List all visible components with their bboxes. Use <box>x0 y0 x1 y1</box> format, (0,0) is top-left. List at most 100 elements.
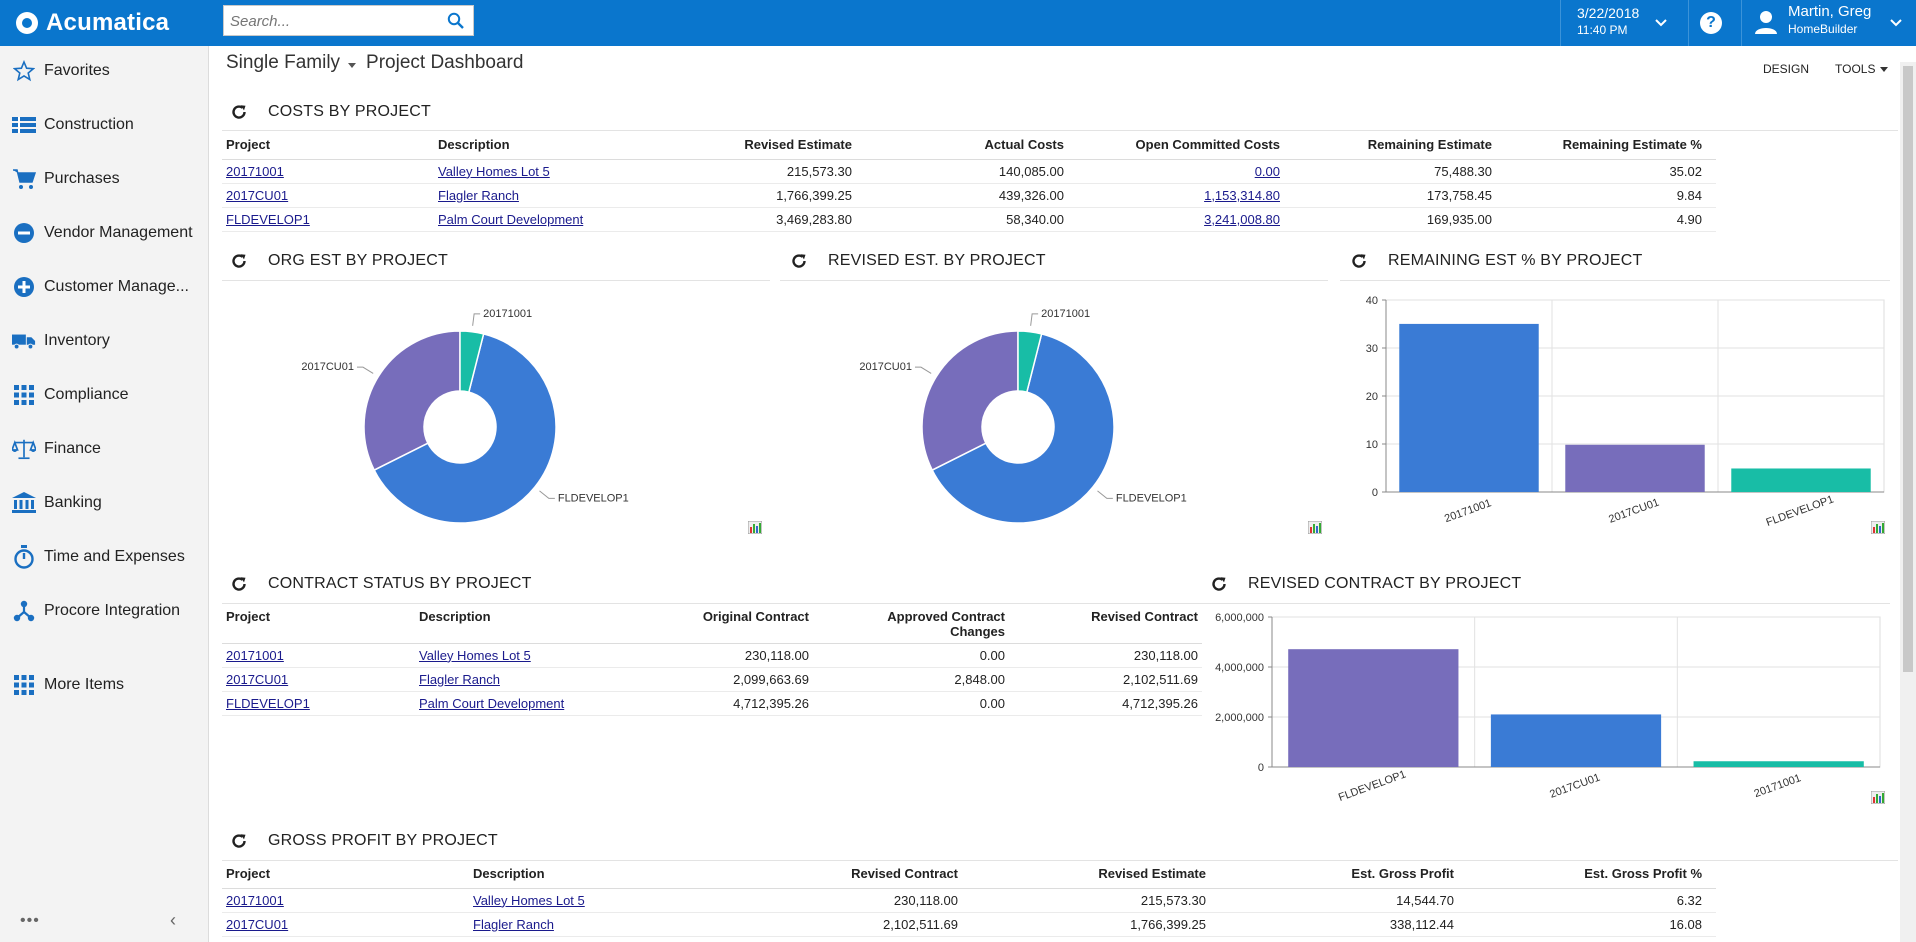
acumatica-logo[interactable]: Acumatica <box>16 7 169 39</box>
business-date-selector[interactable]: 3/22/2018 11:40 PM <box>1561 0 1686 46</box>
collapse-sidebar-icon[interactable]: ‹ <box>170 910 176 930</box>
bar[interactable] <box>1490 714 1662 767</box>
column-header[interactable]: Description <box>434 131 640 160</box>
sidebar-item-procore-integration[interactable]: Procore Integration <box>0 589 208 633</box>
y-tick-label: 2,000,000 <box>1215 712 1264 724</box>
project-link[interactable]: 20171001 <box>226 163 284 179</box>
description-link[interactable]: Palm Court Development <box>438 211 584 227</box>
refresh-icon[interactable] <box>230 575 248 593</box>
project-link[interactable]: FLDEVELOP1 <box>226 695 310 711</box>
bar[interactable] <box>1565 444 1705 492</box>
x-tick-label: 20171001 <box>1443 497 1493 525</box>
sidebar-item-inventory[interactable]: Inventory <box>0 319 208 363</box>
description-link[interactable]: Valley Homes Lot 5 <box>438 163 550 179</box>
open-committed-link[interactable]: 0.00 <box>1254 163 1280 179</box>
project-link[interactable]: 20171001 <box>226 892 284 908</box>
sidebar-item-purchases[interactable]: Purchases <box>0 157 208 201</box>
chart-settings-icon[interactable] <box>1871 521 1885 534</box>
description-link[interactable]: Flagler Ranch <box>438 187 519 203</box>
help-icon[interactable]: ? <box>1700 12 1722 34</box>
remaining-pct-cell: 4.90 <box>1496 207 1706 232</box>
widget-title: GROSS PROFIT BY PROJECT <box>268 832 498 849</box>
bar[interactable] <box>1399 323 1539 492</box>
scrollbar-thumb[interactable] <box>1903 66 1913 672</box>
description-link[interactable]: Valley Homes Lot 5 <box>419 647 531 663</box>
column-header[interactable]: Est. Gross Profit <box>1210 860 1458 889</box>
bar[interactable] <box>1693 761 1864 767</box>
column-header[interactable]: Remaining Estimate % <box>1496 131 1706 160</box>
contract-status-table: Project Description Original Contract Ap… <box>222 603 1202 716</box>
sidebar-item-compliance[interactable]: Compliance <box>0 373 208 417</box>
open-committed-link[interactable]: 1,153,314.80 <box>1204 187 1280 203</box>
sidebar-item-favorites[interactable]: Favorites <box>0 49 208 93</box>
pie-slice[interactable] <box>931 333 1115 524</box>
sidebar-item-customer-management[interactable]: Customer Manage... <box>0 265 208 309</box>
chart-settings-icon[interactable] <box>748 521 762 534</box>
widget-title-revised-est: REVISED EST. BY PROJECT <box>790 248 1046 274</box>
column-header[interactable]: Est. Gross Profit % <box>1458 860 1706 889</box>
project-link[interactable]: 2017CU01 <box>226 916 289 932</box>
column-header[interactable]: Remaining Estimate <box>1284 131 1496 160</box>
chart-settings-icon[interactable] <box>1308 521 1322 534</box>
column-header[interactable]: Project <box>222 603 415 644</box>
description-link[interactable]: Valley Homes Lot 5 <box>473 892 585 908</box>
pie-slice[interactable] <box>363 330 461 472</box>
column-header[interactable]: Approved Contract Changes <box>813 603 1009 644</box>
separator <box>1741 0 1742 46</box>
column-header[interactable]: Project <box>222 860 469 889</box>
caret-down-icon[interactable] <box>348 62 357 68</box>
column-header[interactable]: Actual Costs <box>856 131 1068 160</box>
project-link[interactable]: 20171001 <box>226 647 284 663</box>
more-dots-icon[interactable]: ••• <box>20 912 40 929</box>
search-input[interactable] <box>230 11 440 31</box>
design-button[interactable]: DESIGN <box>1763 62 1810 76</box>
column-header[interactable]: Project <box>222 131 434 160</box>
search-icon[interactable] <box>447 12 465 30</box>
column-header[interactable]: Revised Estimate <box>962 860 1210 889</box>
bar[interactable] <box>1731 468 1871 492</box>
page-scrollbar[interactable] <box>1900 62 1916 942</box>
sidebar-item-finance[interactable]: Finance <box>0 427 208 471</box>
column-header[interactable]: Original Contract <box>615 603 813 644</box>
column-header[interactable]: Open Committed Costs <box>1068 131 1284 160</box>
project-link[interactable]: 2017CU01 <box>226 671 289 687</box>
pie-slice-label: 20171001 <box>483 308 532 320</box>
column-header[interactable]: Revised Estimate <box>640 131 856 160</box>
refresh-icon[interactable] <box>1210 575 1228 593</box>
remaining-pct-cell: 35.02 <box>1496 159 1706 184</box>
pie-slice[interactable] <box>1017 330 1043 394</box>
column-header[interactable]: Description <box>469 860 713 889</box>
refresh-icon[interactable] <box>790 252 808 270</box>
breadcrumb-parent[interactable]: Single Family <box>226 52 341 73</box>
chart-settings-icon[interactable] <box>1871 791 1885 804</box>
table-row: FLDEVELOP1 Palm Court Development 4,712,… <box>222 691 1202 716</box>
column-header[interactable]: Description <box>415 603 615 644</box>
sidebar-item-time-and-expenses[interactable]: Time and Expenses <box>0 535 208 579</box>
bar[interactable] <box>1288 649 1459 767</box>
project-link[interactable]: 2017CU01 <box>226 187 289 203</box>
search-box[interactable] <box>223 5 474 36</box>
pie-slice[interactable] <box>921 330 1019 472</box>
column-header[interactable]: Revised Contract <box>1009 603 1202 644</box>
project-link[interactable]: FLDEVELOP1 <box>226 211 310 227</box>
sidebar-item-more-items[interactable]: More Items <box>0 663 208 707</box>
refresh-icon[interactable] <box>230 103 248 121</box>
sidebar-item-label: Customer Manage... <box>44 278 189 295</box>
refresh-icon[interactable] <box>230 252 248 270</box>
sidebar-item-banking[interactable]: Banking <box>0 481 208 525</box>
description-link[interactable]: Flagler Ranch <box>473 916 554 932</box>
column-header[interactable]: Revised Contract <box>713 860 962 889</box>
description-link[interactable]: Flagler Ranch <box>419 671 500 687</box>
tools-label: TOOLS <box>1835 62 1876 76</box>
refresh-icon[interactable] <box>1350 252 1368 270</box>
pie-label-leader <box>472 313 481 326</box>
tools-menu-button[interactable]: TOOLS <box>1835 62 1889 76</box>
sidebar-item-vendor-management[interactable]: Vendor Management <box>0 211 208 255</box>
open-committed-link[interactable]: 3,241,008.80 <box>1204 211 1280 227</box>
user-menu[interactable]: Martin, Greg HomeBuilder <box>1742 0 1916 46</box>
refresh-icon[interactable] <box>230 832 248 850</box>
description-link[interactable]: Palm Court Development <box>419 695 565 711</box>
sidebar-item-construction[interactable]: Construction <box>0 103 208 147</box>
pie-slice[interactable] <box>459 330 485 394</box>
pie-slice[interactable] <box>373 333 557 524</box>
